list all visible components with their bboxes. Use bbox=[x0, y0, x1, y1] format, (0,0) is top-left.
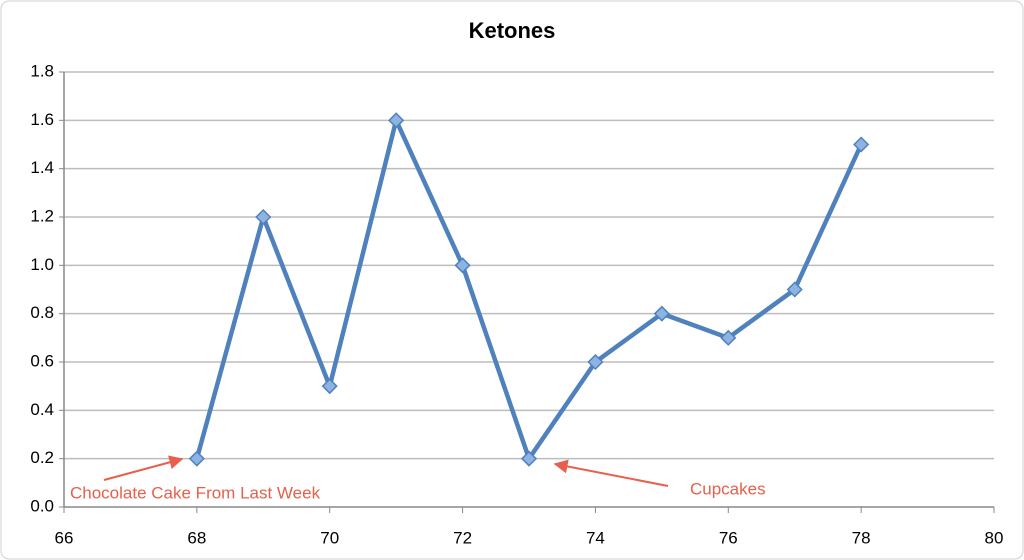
data-point bbox=[786, 281, 803, 298]
y-tick-label: 0.6 bbox=[30, 351, 54, 370]
x-tick-label: 76 bbox=[719, 528, 738, 547]
x-tick-label: 72 bbox=[453, 528, 472, 547]
data-point bbox=[321, 378, 338, 395]
x-tick-label: 66 bbox=[55, 528, 74, 547]
x-tick-label: 80 bbox=[985, 528, 1004, 547]
y-tick-label: 1.0 bbox=[30, 255, 54, 274]
y-tick-label: 0.4 bbox=[30, 400, 54, 419]
y-tick-label: 1.4 bbox=[30, 158, 54, 177]
x-tick-label: 74 bbox=[586, 528, 605, 547]
data-point bbox=[255, 208, 272, 226]
data-point bbox=[587, 353, 604, 371]
data-point bbox=[454, 257, 471, 274]
data-point bbox=[720, 329, 737, 346]
annotation: Cupcakes bbox=[690, 479, 766, 498]
y-tick-label: 1.6 bbox=[30, 110, 54, 129]
y-tick-label: 0.0 bbox=[30, 496, 54, 515]
y-tick-label: 0.2 bbox=[30, 448, 54, 467]
data-point bbox=[388, 112, 405, 129]
annotation-arrow bbox=[103, 455, 184, 481]
x-tick-label: 68 bbox=[187, 528, 206, 547]
chart-title: Ketones bbox=[469, 18, 556, 43]
y-tick-label: 1.2 bbox=[30, 206, 54, 225]
data-point bbox=[188, 450, 205, 467]
data-point bbox=[520, 450, 538, 467]
data-point bbox=[853, 136, 870, 153]
y-tick-label: 0.8 bbox=[30, 303, 54, 322]
x-tick-label: 78 bbox=[852, 528, 871, 547]
data-point bbox=[653, 305, 670, 322]
y-tick-label: 1.8 bbox=[30, 61, 54, 80]
annotation-arrow bbox=[553, 459, 669, 487]
x-tick-label: 70 bbox=[320, 528, 339, 547]
annotation: Chocolate Cake From Last Week bbox=[70, 483, 321, 502]
